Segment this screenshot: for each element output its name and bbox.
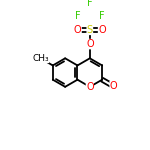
Text: S: S xyxy=(87,25,93,35)
Text: O: O xyxy=(74,25,81,35)
Text: CH₃: CH₃ xyxy=(32,54,49,63)
Text: O: O xyxy=(110,81,117,91)
Text: F: F xyxy=(87,0,93,8)
Text: O: O xyxy=(86,82,94,92)
Text: F: F xyxy=(75,11,81,21)
Text: O: O xyxy=(86,39,94,49)
Text: O: O xyxy=(98,25,106,35)
Text: F: F xyxy=(99,11,105,21)
